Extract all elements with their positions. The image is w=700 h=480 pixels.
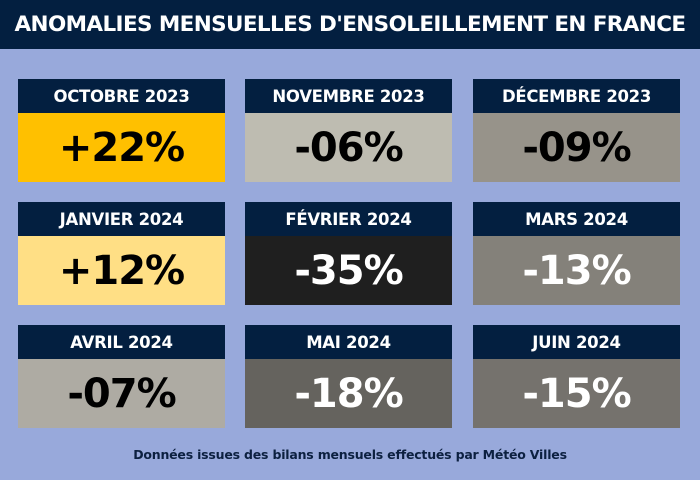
page-title: ANOMALIES MENSUELLES D'ENSOLEILLEMENT EN… bbox=[0, 0, 700, 49]
anomaly-value: -06% bbox=[245, 113, 452, 182]
month-label: AVRIL 2024 bbox=[18, 325, 225, 359]
anomaly-value: +22% bbox=[18, 113, 225, 182]
month-card: MARS 2024 -13% bbox=[473, 202, 680, 305]
month-card: JUIN 2024 -15% bbox=[473, 325, 680, 428]
month-label: FÉVRIER 2024 bbox=[245, 202, 452, 236]
month-label: OCTOBRE 2023 bbox=[18, 79, 225, 113]
month-card: MAI 2024 -18% bbox=[245, 325, 452, 428]
month-label: NOVEMBRE 2023 bbox=[245, 79, 452, 113]
anomaly-value: -13% bbox=[473, 236, 680, 305]
anomaly-value: -07% bbox=[18, 359, 225, 428]
month-card: OCTOBRE 2023 +22% bbox=[18, 79, 225, 182]
source-footnote: Données issues des bilans mensuels effec… bbox=[133, 447, 567, 462]
month-card: NOVEMBRE 2023 -06% bbox=[245, 79, 452, 182]
month-card: DÉCEMBRE 2023 -09% bbox=[473, 79, 680, 182]
month-label: DÉCEMBRE 2023 bbox=[473, 79, 680, 113]
month-card: FÉVRIER 2024 -35% bbox=[245, 202, 452, 305]
month-label: MARS 2024 bbox=[473, 202, 680, 236]
anomaly-value: -35% bbox=[245, 236, 452, 305]
month-label: JANVIER 2024 bbox=[18, 202, 225, 236]
month-card: AVRIL 2024 -07% bbox=[18, 325, 225, 428]
anomaly-value: -09% bbox=[473, 113, 680, 182]
month-label: JUIN 2024 bbox=[473, 325, 680, 359]
anomaly-value: +12% bbox=[18, 236, 225, 305]
anomaly-value: -18% bbox=[245, 359, 452, 428]
month-label: MAI 2024 bbox=[245, 325, 452, 359]
month-card: JANVIER 2024 +12% bbox=[18, 202, 225, 305]
anomaly-value: -15% bbox=[473, 359, 680, 428]
